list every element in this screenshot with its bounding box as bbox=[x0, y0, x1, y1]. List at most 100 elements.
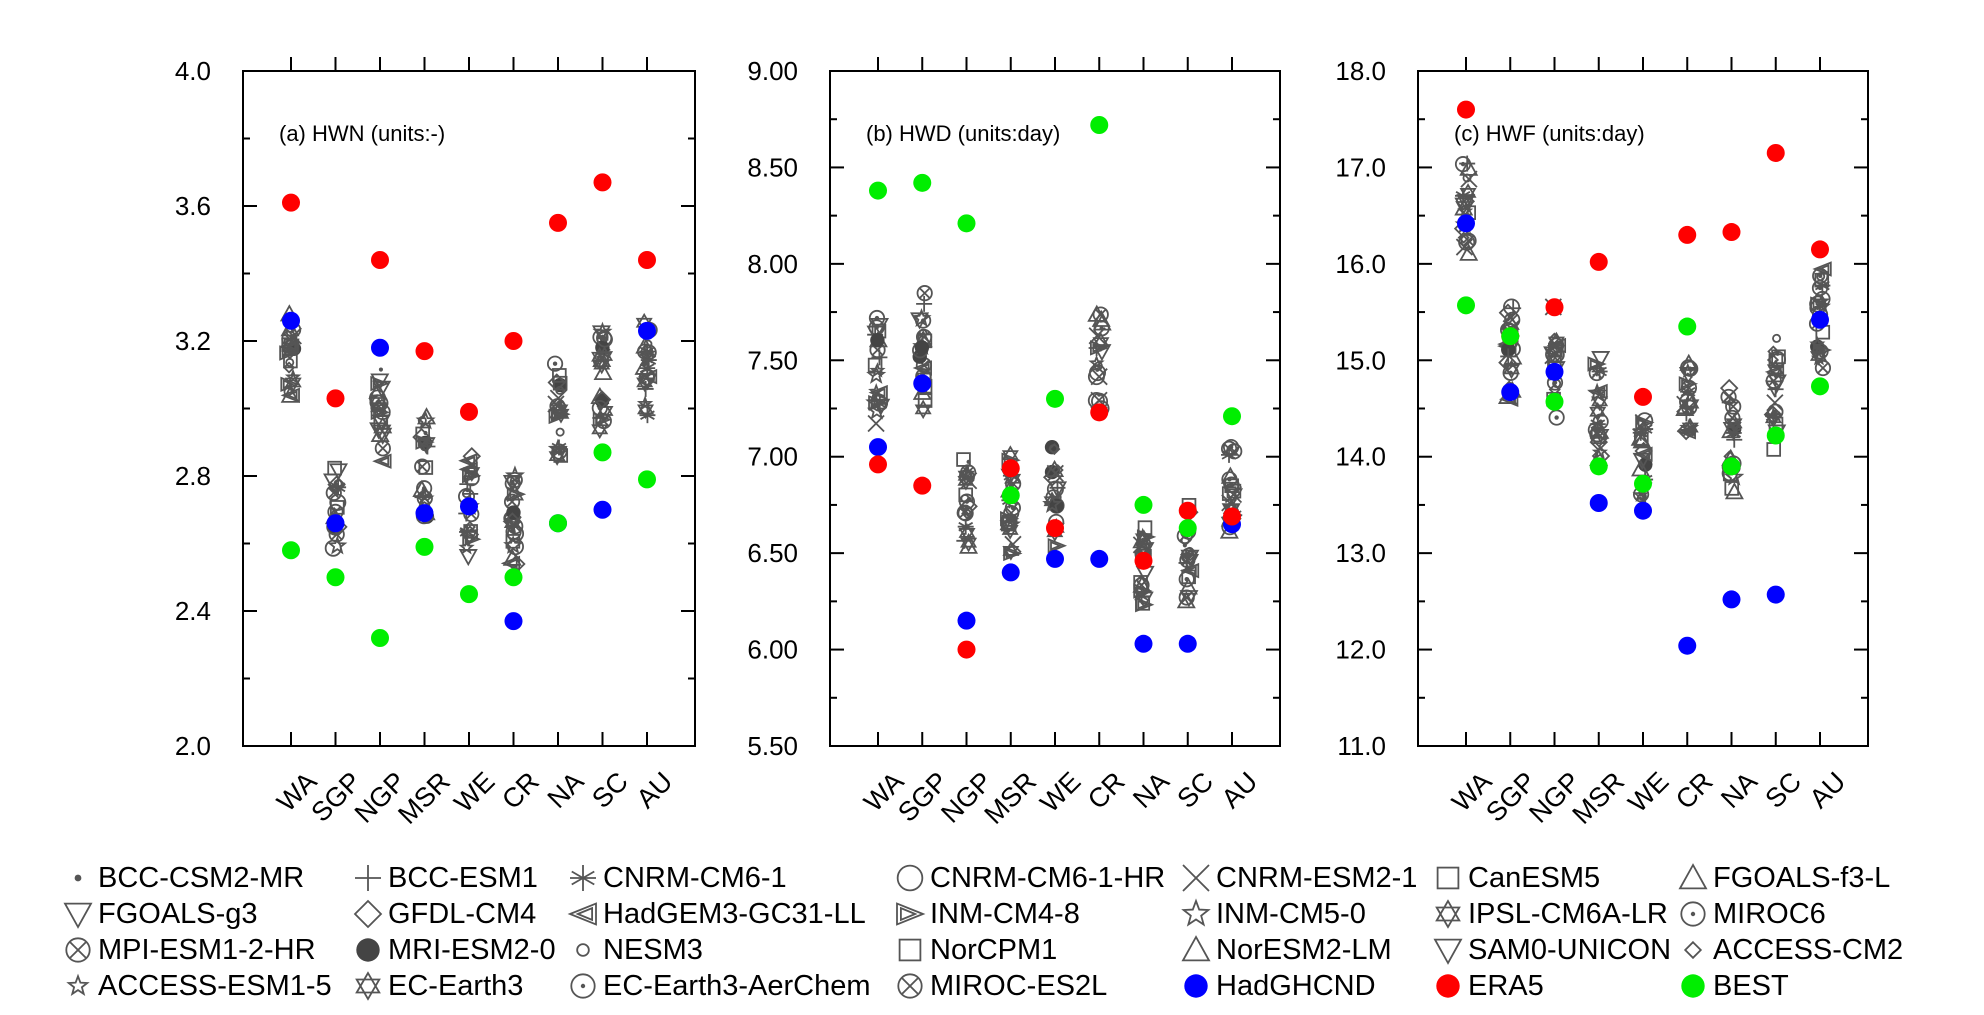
legend-label: GFDL-CM4 bbox=[388, 897, 537, 930]
legend-item: BEST bbox=[1675, 968, 1789, 1004]
model-point bbox=[283, 338, 299, 354]
model-point bbox=[1457, 231, 1470, 244]
point-hadghcnd bbox=[1811, 310, 1829, 329]
model-point bbox=[635, 336, 655, 354]
point-era5 bbox=[913, 476, 932, 495]
panel-label: (c) HWF (units:day) bbox=[1454, 121, 1645, 146]
model-point bbox=[966, 496, 972, 501]
legend-item: INM-CM4-8 bbox=[892, 896, 1080, 932]
legend-item: EC-Earth3-AerChem bbox=[565, 968, 871, 1004]
legend-item: IPSL-CM6A-LR bbox=[1430, 896, 1668, 932]
point-hadghcnd bbox=[1678, 636, 1697, 655]
legend-hexagram-icon bbox=[355, 971, 381, 1001]
model-point bbox=[417, 416, 427, 426]
point-best bbox=[326, 568, 345, 587]
y-tick-label: 7.00 bbox=[747, 442, 798, 472]
model-point bbox=[1459, 243, 1479, 261]
model-point bbox=[1547, 331, 1565, 352]
model-point bbox=[1591, 391, 1609, 412]
point-era5 bbox=[1090, 403, 1109, 422]
legend-triangle-left-hatched-icon bbox=[567, 902, 597, 926]
model-point bbox=[593, 362, 613, 381]
legend-item: MPI-ESM1-2-HR bbox=[60, 932, 316, 968]
model-point bbox=[1135, 596, 1151, 611]
series-best bbox=[869, 116, 1241, 538]
point-best bbox=[1545, 392, 1564, 411]
y-tick-label: 8.00 bbox=[747, 249, 798, 279]
legend-label: INM-CM4-8 bbox=[930, 897, 1080, 930]
model-point bbox=[547, 373, 567, 392]
point-best bbox=[504, 568, 523, 587]
model-point bbox=[1634, 413, 1652, 432]
x-tick-label: AU bbox=[1804, 766, 1852, 814]
model-point bbox=[280, 376, 300, 393]
model-point bbox=[324, 539, 342, 557]
point-hadghcnd bbox=[638, 321, 656, 340]
point-era5 bbox=[593, 173, 612, 192]
model-point bbox=[1088, 354, 1105, 371]
point-best bbox=[593, 443, 612, 462]
model-point bbox=[329, 493, 347, 511]
legend-triangle-down-icon bbox=[1433, 938, 1463, 965]
model-point bbox=[592, 390, 612, 409]
legend-label: FGOALS-g3 bbox=[98, 897, 258, 930]
point-era5 bbox=[371, 251, 389, 269]
point-era5 bbox=[460, 402, 478, 421]
model-point bbox=[1589, 416, 1606, 433]
model-point bbox=[1135, 542, 1155, 560]
model-point bbox=[1455, 187, 1472, 204]
point-era5 bbox=[1678, 225, 1697, 244]
model-point bbox=[1459, 158, 1479, 176]
model-point bbox=[1767, 345, 1780, 358]
x-tick-label: SGP bbox=[1480, 766, 1542, 828]
legend-item: ERA5 bbox=[1430, 968, 1544, 1004]
model-point bbox=[916, 295, 933, 312]
x-tick-label: CR bbox=[1082, 766, 1131, 815]
model-point bbox=[1049, 479, 1066, 496]
model-point bbox=[645, 355, 650, 360]
model-point bbox=[369, 389, 387, 407]
model-point bbox=[1092, 313, 1112, 331]
model-point bbox=[547, 438, 568, 458]
model-point bbox=[412, 479, 432, 497]
legend-asterisk-icon bbox=[570, 865, 596, 891]
point-best bbox=[371, 629, 389, 647]
legend-item: ACCESS-CM2 bbox=[1675, 932, 1903, 968]
point-era5 bbox=[1046, 519, 1064, 538]
model-point bbox=[369, 422, 389, 440]
x-tick-label: MSR bbox=[392, 766, 456, 830]
legend-item: NESM3 bbox=[565, 932, 703, 968]
model-point bbox=[636, 372, 654, 393]
point-era5 bbox=[638, 251, 656, 269]
heatwave-charts: 2.02.42.83.23.64.0WASGPNGPMSRWECRNASCAU(… bbox=[175, 56, 1869, 830]
legend-circle-x-icon bbox=[65, 937, 91, 963]
x-tick-label: NA bbox=[542, 766, 590, 814]
point-best bbox=[913, 173, 932, 192]
legend-item: MIROC-ES2L bbox=[892, 968, 1107, 1004]
point-hadghcnd bbox=[1589, 494, 1608, 512]
model-point bbox=[1046, 464, 1064, 483]
x-tick-label: AU bbox=[631, 766, 679, 814]
model-point bbox=[591, 346, 609, 367]
point-era5 bbox=[326, 389, 345, 408]
model-point bbox=[503, 512, 522, 531]
point-best bbox=[1134, 495, 1153, 514]
model-point bbox=[1680, 383, 1697, 400]
legend-label: BCC-CSM2-MR bbox=[98, 861, 305, 894]
y-tick-label: 12.0 bbox=[1335, 635, 1386, 665]
model-point bbox=[463, 462, 481, 482]
legend-label: SAM0-UNICON bbox=[1468, 933, 1672, 966]
point-era5 bbox=[1001, 459, 1020, 478]
model-point bbox=[1721, 394, 1738, 411]
point-hadghcnd bbox=[1046, 549, 1064, 568]
model-point bbox=[1087, 368, 1105, 386]
legend-small-diamond-icon bbox=[1683, 940, 1703, 960]
point-best bbox=[1722, 457, 1741, 476]
legend-label: CNRM-CM6-1-HR bbox=[930, 861, 1166, 894]
legend-circle-dot-icon bbox=[1680, 901, 1706, 927]
legend-label: NESM3 bbox=[603, 933, 703, 966]
model-point bbox=[1766, 394, 1784, 412]
point-era5 bbox=[1634, 387, 1652, 406]
point-hadghcnd bbox=[371, 338, 389, 357]
model-point bbox=[1003, 504, 1020, 522]
